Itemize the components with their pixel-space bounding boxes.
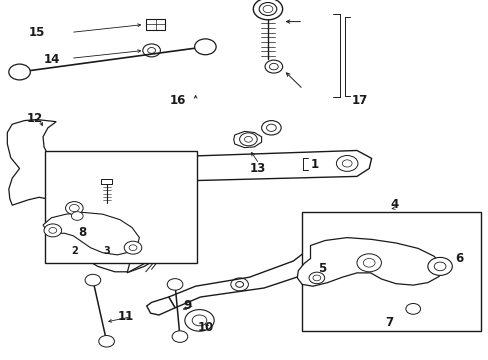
Circle shape — [239, 133, 257, 146]
Text: 6: 6 — [454, 252, 462, 265]
Text: 2: 2 — [71, 246, 78, 256]
Circle shape — [124, 241, 142, 254]
Text: 5: 5 — [317, 262, 325, 275]
Polygon shape — [146, 297, 175, 315]
Polygon shape — [7, 120, 175, 272]
Circle shape — [71, 212, 83, 220]
Circle shape — [107, 228, 122, 239]
Circle shape — [336, 156, 357, 171]
Circle shape — [264, 60, 282, 73]
Text: 7: 7 — [385, 316, 393, 329]
Text: 10: 10 — [198, 321, 214, 334]
Circle shape — [65, 202, 83, 215]
Polygon shape — [43, 212, 139, 255]
Text: 3: 3 — [103, 246, 110, 256]
Circle shape — [194, 39, 216, 55]
Bar — [145, 19, 165, 30]
Circle shape — [167, 279, 183, 290]
Bar — [101, 179, 112, 184]
Circle shape — [172, 331, 187, 342]
Text: 15: 15 — [28, 26, 44, 39]
Circle shape — [85, 274, 101, 286]
Text: 17: 17 — [351, 94, 367, 107]
Circle shape — [405, 303, 420, 314]
Text: 12: 12 — [27, 112, 43, 125]
Circle shape — [308, 272, 324, 284]
Text: 9: 9 — [183, 299, 191, 312]
Bar — [302, 212, 480, 331]
Polygon shape — [93, 188, 170, 273]
Circle shape — [261, 121, 281, 135]
Circle shape — [356, 254, 381, 272]
Circle shape — [44, 224, 61, 237]
Polygon shape — [163, 150, 371, 181]
Text: 11: 11 — [117, 310, 133, 323]
Text: 16: 16 — [170, 94, 186, 107]
Circle shape — [117, 212, 146, 234]
Circle shape — [99, 336, 114, 347]
Text: 13: 13 — [249, 162, 265, 175]
Circle shape — [184, 310, 214, 331]
Bar — [45, 151, 197, 263]
Circle shape — [9, 64, 30, 80]
Text: 1: 1 — [310, 158, 318, 171]
Text: 4: 4 — [389, 198, 398, 211]
Polygon shape — [233, 131, 261, 148]
Circle shape — [253, 0, 282, 20]
Polygon shape — [297, 238, 442, 286]
Polygon shape — [337, 222, 352, 239]
Polygon shape — [168, 223, 342, 308]
Text: 8: 8 — [78, 226, 86, 239]
Text: 14: 14 — [44, 53, 60, 66]
Circle shape — [427, 257, 451, 275]
